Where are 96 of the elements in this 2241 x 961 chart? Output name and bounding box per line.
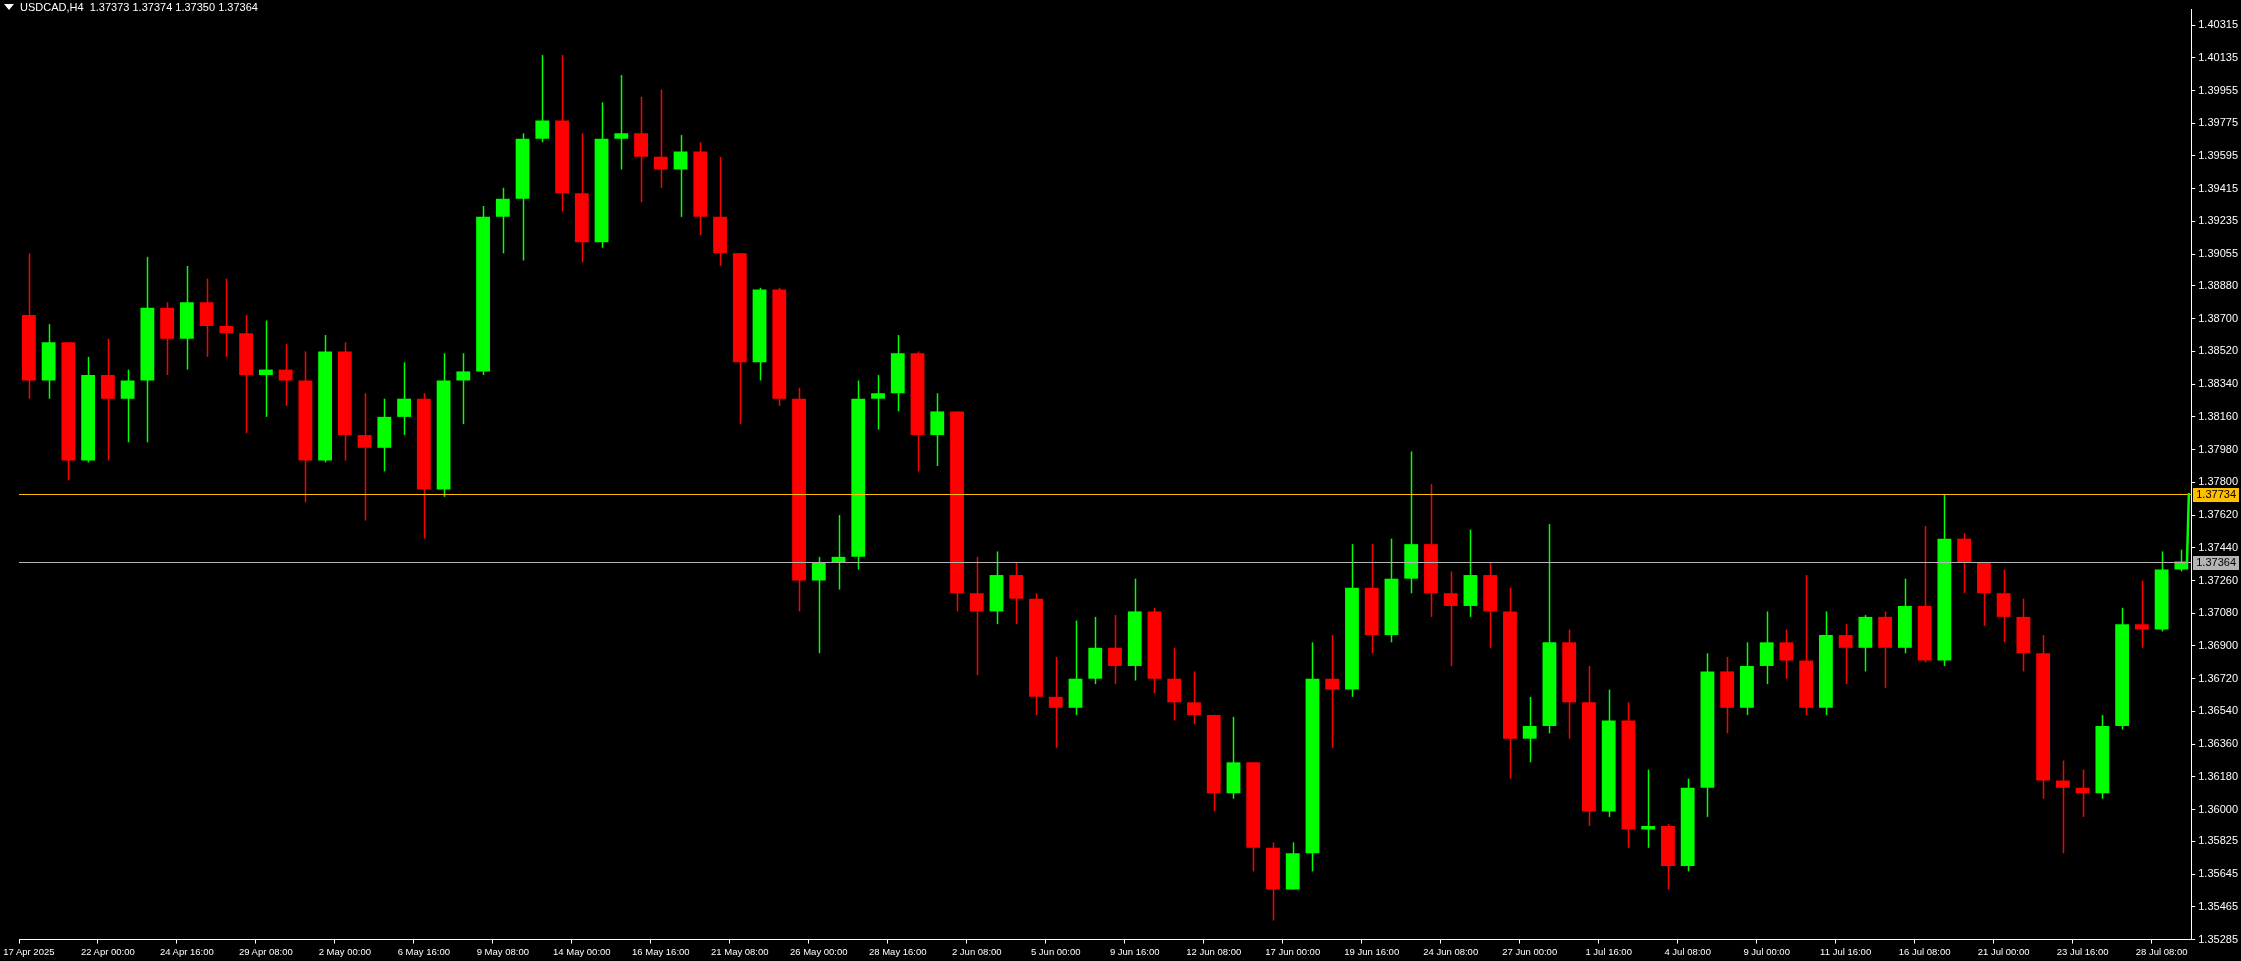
x-tick-label: 28 May 16:00 — [868, 945, 927, 957]
candlestick — [930, 392, 945, 467]
y-tick-label: 1.36000 — [2198, 802, 2238, 815]
candlestick — [969, 556, 984, 676]
y-tick-label: 1.36180 — [2198, 769, 2238, 782]
x-tick-label: 2 Jun 08:00 — [951, 945, 1002, 957]
y-tick-label: 1.36900 — [2198, 638, 2238, 651]
candlestick — [1522, 696, 1537, 764]
x-tick-label: 4 Jul 08:00 — [1664, 945, 1711, 957]
x-tick-label: 24 Jun 08:00 — [1423, 945, 1479, 957]
candlestick — [1108, 614, 1122, 685]
x-tick-label: 17 Apr 2025 — [3, 945, 55, 957]
candlestick — [1443, 570, 1458, 667]
candlestick — [1167, 647, 1182, 722]
y-tick-label: 1.39775 — [2198, 116, 2238, 129]
candlestick — [2055, 759, 2070, 854]
x-tick-label: 9 May 08:00 — [476, 945, 529, 957]
x-tick-label: 1 Jul 16:00 — [1585, 945, 1632, 957]
candlestick — [1759, 610, 1774, 685]
ref-line-label: 1.37364 — [2193, 555, 2239, 570]
y-tick-label: 1.36360 — [2198, 737, 2238, 750]
y-tick-label: 1.37260 — [2198, 573, 2238, 586]
x-tick-label: 5 Jun 00:00 — [1030, 945, 1081, 957]
candlestick — [2075, 768, 2090, 818]
y-tick-label: 1.38880 — [2198, 278, 2238, 291]
candlestick — [258, 319, 273, 418]
x-tick-label: 16 Jul 08:00 — [1898, 945, 1951, 957]
candlestick — [1048, 656, 1063, 749]
x-tick-label: 26 May 00:00 — [789, 945, 848, 957]
x-tick-label: 22 Apr 00:00 — [80, 945, 135, 957]
y-tick-label: 1.37080 — [2198, 606, 2238, 619]
y-tick-label: 1.40135 — [2198, 50, 2238, 63]
candlestick — [456, 352, 471, 425]
y-tick-label: 1.35465 — [2198, 899, 2238, 912]
candlestick — [1641, 768, 1656, 849]
y-tick-label: 1.38160 — [2198, 409, 2238, 422]
candlestick — [1838, 623, 1853, 685]
y-tick-label: 1.37440 — [2198, 540, 2238, 553]
candlestick — [673, 134, 688, 218]
ref-line-label: 1.37734 — [2193, 487, 2239, 502]
y-tick-label: 1.39595 — [2198, 148, 2238, 161]
candlestick — [219, 277, 234, 358]
candlestick — [495, 187, 510, 254]
x-tick-label: 2 May 00:00 — [318, 945, 371, 957]
chart-title: USDCAD,H4 1.37373 1.37374 1.37350 1.37364 — [20, 1, 258, 13]
y-tick-label: 1.40315 — [2198, 18, 2238, 31]
candlestick — [634, 96, 648, 204]
y-tick-label: 1.39235 — [2198, 214, 2238, 227]
x-tick-label: 11 Jul 16:00 — [1820, 945, 1872, 957]
y-tick-label: 1.38700 — [2198, 311, 2238, 324]
candlestick — [1996, 568, 2011, 644]
candlestick — [535, 54, 550, 144]
candlestick — [1779, 628, 1794, 680]
candlestick — [614, 74, 629, 171]
candlestick — [871, 374, 885, 431]
x-tick-label: 24 Apr 16:00 — [159, 945, 214, 957]
x-tick-label: 29 Apr 08:00 — [238, 945, 293, 957]
x-tick-label: 16 May 16:00 — [632, 945, 690, 957]
candlestick — [1325, 634, 1340, 749]
y-tick-label: 1.37800 — [2198, 475, 2238, 488]
y-tick-label: 1.36720 — [2198, 671, 2238, 684]
candlestick — [1187, 670, 1201, 725]
x-tick-label: 12 Jun 08:00 — [1186, 945, 1242, 957]
candlestick — [811, 556, 826, 654]
y-tick-label: 1.35645 — [2198, 867, 2238, 880]
y-tick-label: 1.39955 — [2198, 83, 2238, 96]
candlestick — [2134, 579, 2149, 649]
candlestick — [357, 392, 372, 522]
x-tick-label: 17 Jun 00:00 — [1265, 945, 1321, 957]
x-tick-label: 21 Jul 00:00 — [1977, 945, 2030, 957]
x-tick-label: 21 May 08:00 — [711, 945, 769, 957]
x-tick-label: 9 Jul 00:00 — [1743, 945, 1790, 957]
y-tick-label: 1.37620 — [2198, 508, 2238, 521]
candlestick — [120, 368, 135, 444]
y-tick-label: 1.38340 — [2198, 377, 2238, 390]
y-tick-label: 1.35285 — [2198, 932, 2238, 945]
candlestick — [397, 361, 411, 436]
y-tick-label: 1.37980 — [2198, 442, 2238, 455]
y-tick-label: 1.35825 — [2198, 834, 2238, 847]
x-tick-label: 28 Jul 08:00 — [2135, 945, 2188, 957]
x-tick-label: 19 Jun 16:00 — [1344, 945, 1400, 957]
candlestick — [278, 343, 293, 407]
y-tick-label: 1.39415 — [2198, 181, 2238, 194]
x-tick-label: 14 May 00:00 — [553, 945, 611, 957]
x-tick-label: 6 May 16:00 — [397, 945, 450, 957]
x-tick-label: 27 Jun 00:00 — [1502, 945, 1558, 957]
candlestick — [653, 88, 668, 189]
y-tick-label: 1.38520 — [2198, 344, 2238, 357]
candlestick — [1957, 532, 1972, 594]
y-tick-label: 1.39055 — [2198, 247, 2238, 260]
y-tick-label: 1.36540 — [2198, 704, 2238, 717]
candlestick — [100, 337, 115, 462]
x-tick-label: 23 Jul 16:00 — [2056, 945, 2109, 957]
candlestick — [199, 277, 214, 358]
candlestick — [1009, 561, 1024, 625]
x-tick-label: 9 Jun 16:00 — [1109, 945, 1160, 957]
